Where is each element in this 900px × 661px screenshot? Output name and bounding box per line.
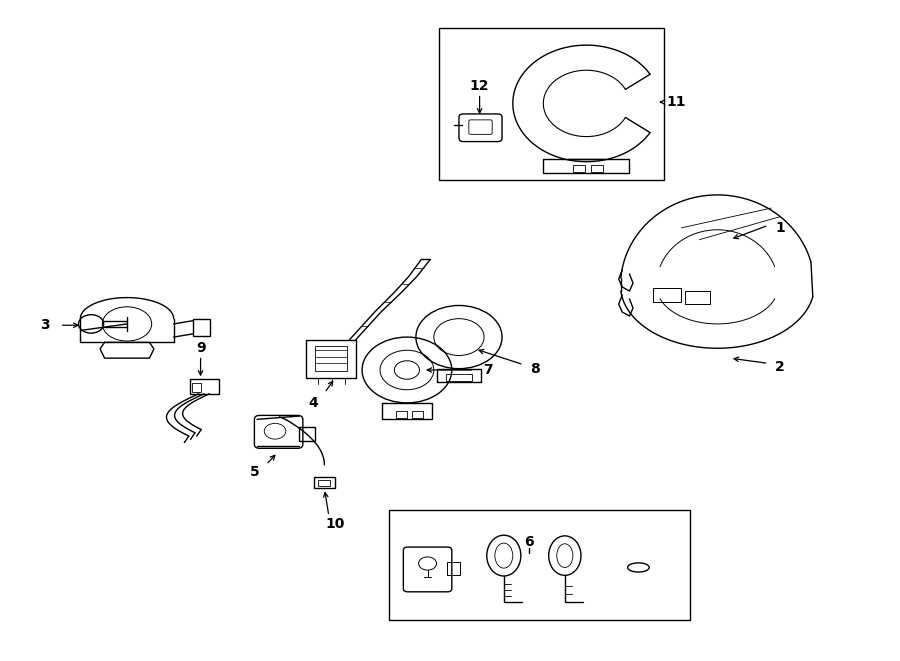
Text: 2: 2: [775, 360, 785, 373]
Text: 1: 1: [775, 221, 785, 235]
Bar: [439, 28, 663, 180]
Bar: [573, 165, 586, 172]
Bar: [447, 563, 460, 575]
Bar: [396, 411, 407, 418]
Text: 8: 8: [530, 362, 540, 375]
Bar: [190, 379, 219, 394]
Bar: [315, 346, 346, 371]
Bar: [412, 411, 423, 418]
Bar: [300, 426, 315, 441]
Bar: [685, 291, 710, 304]
Bar: [306, 340, 356, 378]
Bar: [591, 165, 603, 172]
Bar: [389, 510, 690, 620]
Text: 6: 6: [524, 535, 534, 549]
Text: 9: 9: [196, 340, 205, 354]
Bar: [652, 288, 681, 302]
Text: 11: 11: [666, 95, 686, 109]
Text: 7: 7: [483, 363, 492, 377]
Bar: [318, 480, 329, 486]
Text: 12: 12: [470, 79, 490, 93]
Text: 4: 4: [309, 396, 319, 410]
Bar: [193, 383, 202, 392]
Bar: [446, 374, 472, 381]
Text: 10: 10: [326, 517, 345, 531]
Bar: [194, 319, 210, 336]
Text: 5: 5: [249, 465, 259, 479]
Text: 3: 3: [40, 318, 50, 332]
Bar: [313, 477, 335, 488]
